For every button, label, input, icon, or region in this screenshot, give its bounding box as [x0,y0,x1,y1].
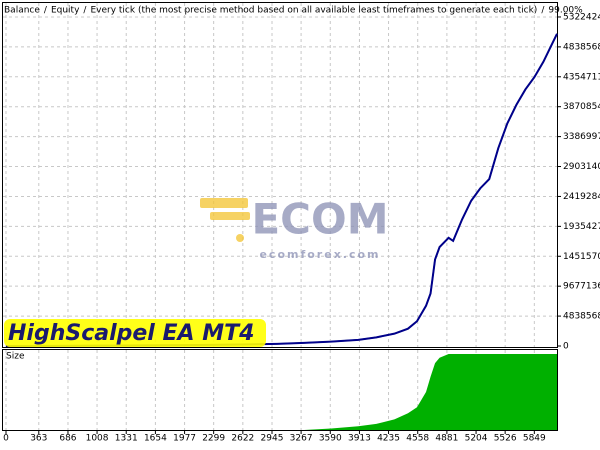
x-tick-label: 2945 [261,434,284,444]
quality: 99.00% [548,6,583,16]
y-tick-label: 53224249 [563,12,600,22]
x-tick-label: 0 [3,434,9,444]
x-tick-label: 2622 [231,434,254,444]
x-tick-label: 5204 [465,434,488,444]
y-tick-label: 48385681 [563,312,600,322]
x-tick-label: 1977 [173,434,196,444]
separator: / [44,6,48,16]
x-tick-label: 363 [30,434,47,444]
x-tick-label: 1654 [144,434,167,444]
chart-title: Every tick (the most precise method base… [90,6,537,16]
watermark-title: HighScalpel EA MT4 [8,321,254,346]
x-tick-label: 1331 [115,434,138,444]
y-tick-label: 19354272 [563,222,600,232]
logo-wheel [236,234,244,242]
legend-entry: Balance [4,6,40,16]
logo-cart [210,212,250,220]
x-tick-label: 5526 [494,434,517,444]
logo-url: ecomforex.com [259,248,380,261]
logo-text: ECOM [251,195,388,244]
x-tick-label: 2299 [202,434,225,444]
watermark: ECOM ecomforex.com [200,195,389,261]
x-tick-label: 3267 [290,434,313,444]
x-tick-label: 4881 [435,434,458,444]
separator: / [83,6,87,16]
x-tick-label: 4235 [377,434,400,444]
size-title: Size [6,352,25,362]
legend-entry: Equity [51,6,80,16]
x-tick-label: 3590 [319,434,342,444]
y-tick-label: 96771362 [563,282,600,292]
x-tick-label: 1008 [86,434,109,444]
header: Balance / Equity / Every tick (the most prec… [4,6,583,16]
y-tick-label: 33869976 [563,132,600,142]
y-tick-label: 38708544 [563,102,600,112]
y-tick-label: 14515704 [563,252,600,262]
main-frame [2,2,558,348]
x-tick-label: 4558 [406,434,429,444]
size-frame [2,349,558,431]
y-tick-label: 0 [563,342,569,352]
y-tick-label: 24192840 [563,192,600,202]
logo-cart [200,198,248,208]
size-area [6,354,557,430]
separator: / [541,6,545,16]
watermark-highlight [4,319,266,347]
y-tick-label: 43547112 [563,72,600,82]
x-tick-label: 686 [59,434,76,444]
x-tick-label: 5849 [523,434,546,444]
y-tick-label: 29031408 [563,162,600,172]
y-tick-label: 48385680 [563,42,600,52]
x-tick-label: 3913 [348,434,371,444]
